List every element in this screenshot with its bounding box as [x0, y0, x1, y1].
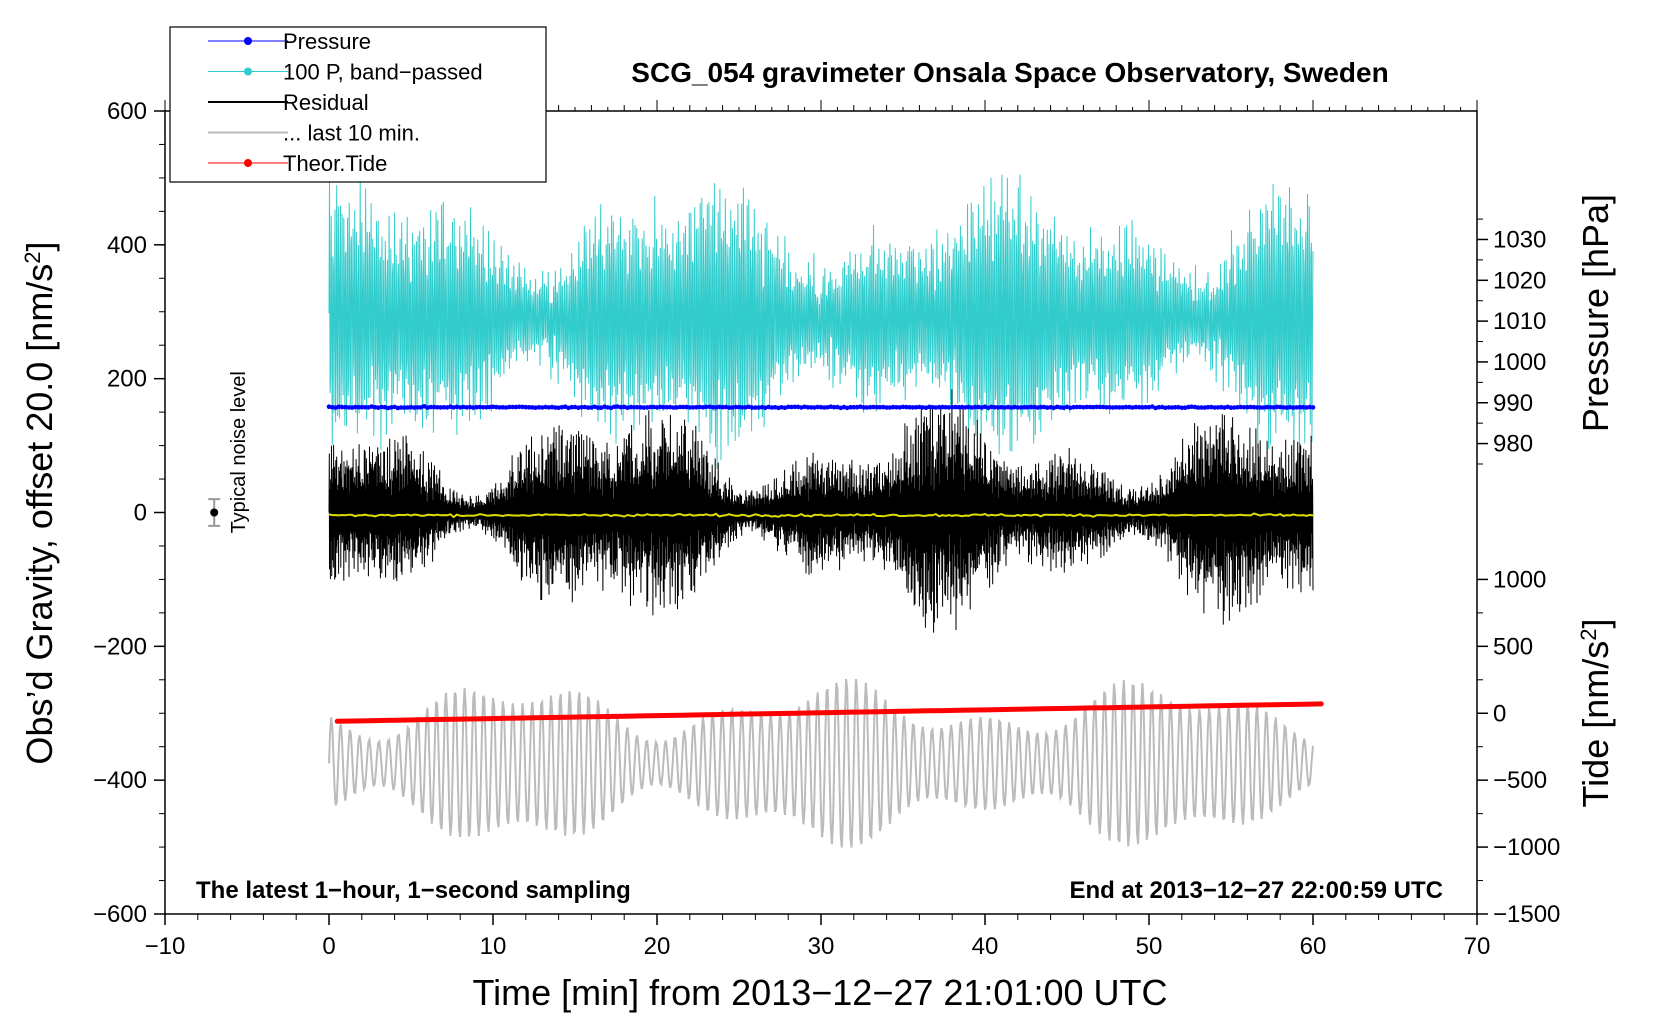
y-tick-label: −400 — [93, 767, 147, 794]
pressure-tick-label: 1010 — [1493, 308, 1546, 335]
tide-tick-label: −1000 — [1493, 834, 1560, 861]
x-tick-label: 10 — [480, 933, 507, 960]
noise-label: Typical noise level — [228, 371, 250, 533]
legend-label: 100 P, band−passed — [283, 60, 483, 85]
legend: Pressure 100 P, band−passed Residual ... la… — [169, 26, 547, 183]
annotation-sampling: The latest 1−hour, 1−second sampling — [196, 877, 631, 904]
y-tick-label: 200 — [107, 366, 147, 393]
series-smoothed-residual — [328, 512, 1314, 519]
series-residual — [328, 389, 1314, 633]
text-layer: SCG_054 gravimeter Onsala Space Observat… — [19, 57, 1616, 1013]
pressure-axis-title: Pressure [hPa] — [1575, 194, 1616, 432]
y-tick-label: −600 — [93, 901, 147, 928]
x-tick-label: 0 — [322, 933, 335, 960]
y-tick-label: 0 — [134, 500, 147, 527]
tide-axis-title-end: ] — [1575, 619, 1616, 629]
data-series — [326, 174, 1324, 848]
noise-point — [210, 508, 219, 517]
chart-title: SCG_054 gravimeter Onsala Space Observat… — [631, 57, 1388, 88]
pressure-tick-label: 1000 — [1493, 349, 1546, 376]
tide-axis-title: Tide [nm/s2] — [1575, 619, 1616, 808]
plot-area: −10 0 10 20 30 40 50 60 70−600−400−2000200400600… — [19, 26, 1616, 1013]
y-axis-title-sup: 2 — [20, 251, 45, 263]
legend-label: Residual — [283, 90, 369, 115]
legend-box — [169, 26, 547, 183]
series-bandpassed-pressure — [328, 174, 1314, 469]
legend-entry: ... last 10 min. — [208, 121, 420, 146]
pressure-tick-label: 1020 — [1493, 267, 1546, 294]
tide-tick-label: 1000 — [1493, 566, 1546, 593]
pressure-tick-label: 990 — [1493, 390, 1533, 417]
x-tick-label: 50 — [1136, 933, 1163, 960]
pressure-tick-label: 1030 — [1493, 226, 1546, 253]
y-tick-label: −200 — [93, 633, 147, 660]
legend-entry: Residual — [208, 90, 369, 115]
y-tick-label: 600 — [107, 98, 147, 125]
legend-swatch-marker — [244, 67, 252, 76]
tide-tick-label: −1500 — [1493, 901, 1560, 928]
series-last-10-min — [328, 678, 1314, 848]
pressure-tick-label: 980 — [1493, 431, 1533, 458]
legend-swatch-marker — [244, 159, 252, 167]
x-axis-title: Time [min] from 2013−12−27 21:01:00 UTC — [472, 972, 1167, 1013]
x-tick-label: 30 — [808, 933, 835, 960]
axes: −10 0 10 20 30 40 50 60 70−600−400−2000200400600… — [93, 98, 1560, 960]
legend-label: Theor.Tide — [283, 151, 387, 176]
y-axis-title-end: ] — [19, 241, 60, 251]
series-theor-tide — [334, 701, 1324, 724]
legend-entry: Theor.Tide — [208, 151, 387, 176]
tide-axis-title-sup: 2 — [1576, 629, 1601, 641]
x-tick-label: 40 — [972, 933, 999, 960]
x-tick-label: −10 — [145, 933, 186, 960]
x-tick-label: 70 — [1464, 933, 1491, 960]
legend-label: ... last 10 min. — [283, 121, 420, 146]
x-tick-label: 20 — [644, 933, 671, 960]
series-pressure — [328, 405, 1314, 410]
y-axis-title-main: Obs’d Gravity, offset 20.0 [nm/s — [19, 264, 60, 765]
tide-axis-title-main: Tide [nm/s — [1575, 641, 1616, 808]
tide-tick-label: −500 — [1493, 767, 1547, 794]
legend-label: Pressure — [283, 29, 371, 54]
annotation-end-time: End at 2013−12−27 22:00:59 UTC — [1069, 877, 1443, 904]
noise-marker-group: Typical noise level — [208, 371, 250, 533]
legend-entry: 100 P, band−passed — [208, 60, 483, 85]
legend-entry: Pressure — [208, 29, 371, 54]
legend-swatch-marker — [244, 37, 252, 45]
x-tick-label: 60 — [1300, 933, 1327, 960]
tide-tick-label: 500 — [1493, 633, 1533, 660]
y-axis-title: Obs’d Gravity, offset 20.0 [nm/s2] — [19, 241, 60, 764]
y-tick-label: 400 — [107, 232, 147, 259]
tide-tick-label: 0 — [1493, 700, 1506, 727]
